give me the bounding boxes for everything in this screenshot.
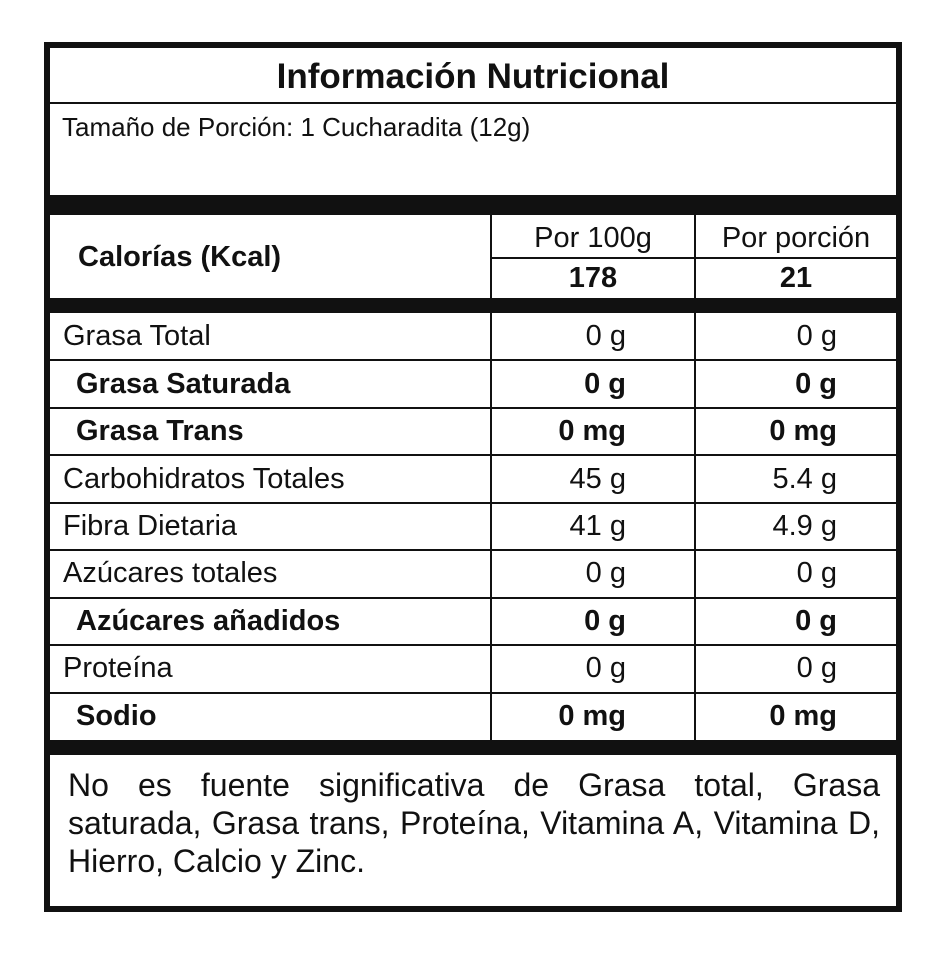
value-per-serving: 0 g	[796, 320, 837, 353]
divider	[50, 740, 896, 755]
value-per-100g: 45 g	[569, 462, 626, 495]
nutrient-name: Grasa Total	[63, 320, 211, 353]
value-per-100g: 0 mg	[558, 699, 626, 732]
calories-value: 178	[568, 262, 618, 294]
nutrient-name: Azúcares totales	[63, 557, 278, 590]
divider	[50, 298, 896, 313]
value-per-100g: 0 g	[584, 604, 626, 637]
row-line	[490, 257, 896, 259]
column-line	[694, 215, 696, 740]
value-per-100g: 0 g	[585, 320, 626, 353]
value-per-serving: 0 g	[795, 604, 837, 637]
row-line	[50, 644, 896, 647]
calories-label: Calorías (Kcal)	[78, 241, 282, 273]
title: Información Nutricional	[50, 50, 896, 104]
row-line	[50, 406, 896, 409]
row-line	[50, 359, 896, 362]
value-per-serving: 0 mg	[769, 699, 837, 732]
nutrient-name: Proteína	[63, 652, 173, 685]
footnote: No es fuente significativa de Grasa tota…	[68, 767, 880, 879]
value-per-100g: 41 g	[569, 509, 626, 542]
value-per-serving: 0 mg	[769, 415, 837, 448]
row-line	[50, 501, 896, 504]
value-per-serving: 0 g	[796, 652, 837, 685]
nutrient-name: Carbohidratos Totales	[63, 462, 345, 495]
column-line	[490, 215, 492, 740]
value-per-100g: 0 mg	[558, 415, 626, 448]
calories-value: 21	[779, 262, 813, 294]
serving-size: Tamaño de Porción: 1 Cucharadita (12g)	[62, 112, 531, 142]
row-line	[50, 549, 896, 552]
column-header: Por 100g	[534, 221, 652, 254]
value-per-serving: 0 g	[796, 557, 837, 590]
value-per-100g: 0 g	[585, 557, 626, 590]
nutrient-name: Sodio	[76, 699, 157, 732]
value-per-serving: 5.4 g	[772, 462, 838, 495]
value-per-serving: 4.9 g	[772, 509, 838, 542]
value-per-100g: 0 g	[584, 367, 626, 400]
value-per-serving: 0 g	[795, 367, 837, 400]
column-header: Por porción	[721, 221, 871, 254]
value-per-100g: 0 g	[585, 652, 626, 685]
row-line	[50, 691, 896, 694]
nutrient-name: Grasa Trans	[76, 415, 244, 448]
nutrient-name: Grasa Saturada	[76, 367, 291, 400]
divider	[50, 195, 896, 215]
nutrient-name: Fibra Dietaria	[63, 509, 238, 542]
label-frame	[44, 42, 902, 912]
nutrient-name: Azúcares añadidos	[76, 604, 341, 637]
row-line	[50, 596, 896, 599]
row-line	[50, 454, 896, 457]
